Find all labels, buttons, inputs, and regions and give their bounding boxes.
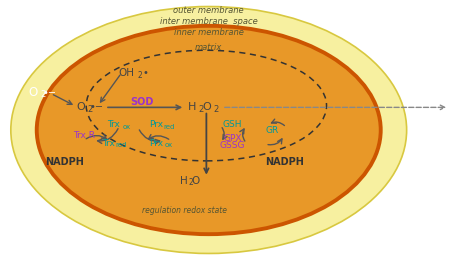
Text: red: red [116,142,127,148]
Text: 2: 2 [189,178,193,187]
Text: GSSG: GSSG [219,141,245,151]
Text: •−: •− [43,88,56,98]
Text: NADPH: NADPH [264,157,303,167]
Text: •: • [143,68,148,79]
Text: •−: •− [90,102,104,112]
Text: 2: 2 [87,105,92,114]
Text: ox: ox [122,124,130,130]
Text: inter membrane  space: inter membrane space [160,17,257,27]
Text: matrix: matrix [195,43,222,52]
Text: O: O [29,86,38,99]
Text: H: H [188,102,196,112]
Ellipse shape [11,6,407,254]
Text: GR: GR [266,126,279,135]
Text: O: O [191,177,200,186]
Text: GSH: GSH [222,120,242,129]
Text: O: O [202,102,211,112]
Text: Prx: Prx [149,139,163,148]
Text: ox: ox [164,142,173,148]
Text: Trx: Trx [102,139,115,148]
Ellipse shape [36,26,381,234]
Text: regulation redox state: regulation redox state [142,206,227,215]
Text: GPX: GPX [223,134,242,143]
Text: SOD: SOD [130,97,154,107]
Text: Trx: Trx [107,120,120,129]
Text: O: O [76,102,85,112]
Text: Trx R: Trx R [73,131,95,140]
Text: 2: 2 [199,105,204,114]
Text: NADPH: NADPH [46,157,84,167]
Text: 2: 2 [137,71,142,80]
Text: 2: 2 [213,105,219,114]
Text: inner membrane: inner membrane [174,28,244,37]
Text: outer membrane: outer membrane [173,6,244,15]
Text: 2: 2 [40,90,46,99]
Text: H: H [180,177,188,186]
Text: OH: OH [118,68,134,79]
Text: Prx: Prx [149,120,163,129]
Text: red: red [164,124,175,130]
